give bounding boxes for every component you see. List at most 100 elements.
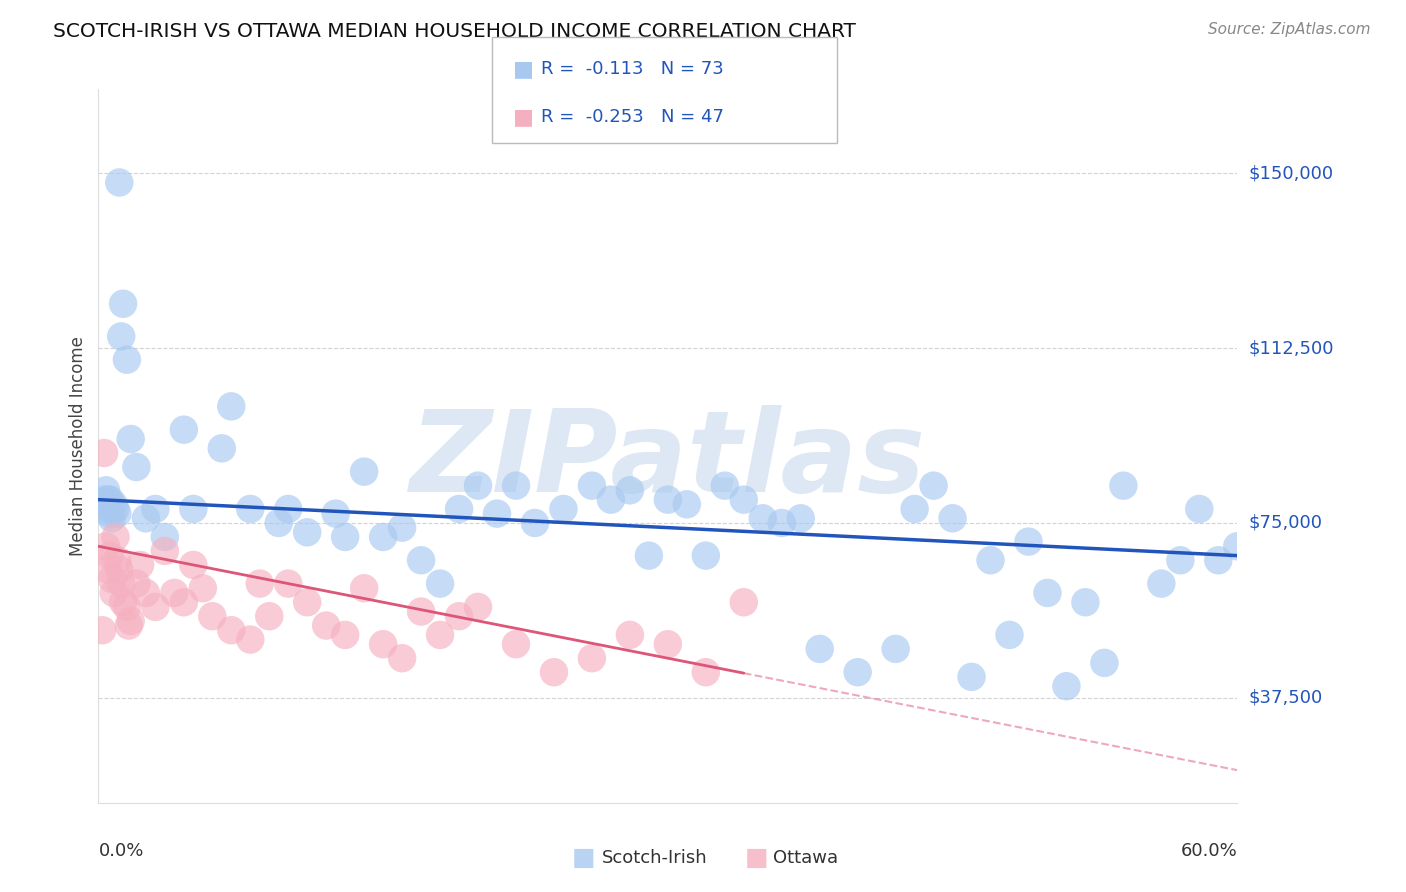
Point (353, 465, 375, 479)
Point (104, 502, 127, 516)
Point (714, 478, 737, 492)
Point (125, 576, 148, 591)
Point (391, 651, 413, 665)
Point (998, 628, 1021, 642)
Point (153, 544, 176, 558)
Y-axis label: Median Household Income: Median Household Income (69, 336, 87, 556)
Point (371, 637, 394, 651)
Point (411, 605, 433, 619)
Point (619, 628, 641, 642)
Text: ■: ■ (745, 847, 768, 870)
Point (120, 614, 142, 628)
Text: SCOTCH-IRISH VS OTTAWA MEDIAN HOUSEHOLD INCOME CORRELATION CHART: SCOTCH-IRISH VS OTTAWA MEDIAN HOUSEHOLD … (53, 22, 856, 41)
Point (335, 628, 357, 642)
Point (543, 665, 565, 680)
Point (371, 530, 394, 544)
Point (505, 478, 527, 492)
Point (979, 553, 1001, 567)
Point (733, 492, 755, 507)
Point (429, 628, 451, 642)
Point (112, 595, 135, 609)
Point (353, 581, 375, 595)
Point (97, 563, 120, 577)
Point (391, 521, 413, 535)
Point (429, 576, 451, 591)
Point (1150, 576, 1173, 591)
Point (1188, 502, 1211, 516)
Point (1018, 534, 1040, 549)
Point (553, 502, 575, 516)
Point (100, 511, 122, 525)
Point (808, 641, 831, 656)
Point (259, 609, 281, 624)
Point (676, 497, 699, 511)
Point (505, 637, 527, 651)
Point (97, 492, 120, 507)
Point (93, 446, 115, 460)
Point (249, 576, 271, 591)
Point (108, 176, 131, 190)
Point (942, 511, 965, 525)
Text: Ottawa: Ottawa (773, 849, 838, 867)
Point (173, 595, 195, 609)
Point (145, 599, 167, 614)
Point (94, 497, 117, 511)
Point (221, 624, 243, 638)
Text: Scotch-Irish: Scotch-Irish (602, 849, 707, 867)
Point (695, 665, 717, 680)
Point (183, 558, 205, 572)
Point (411, 553, 433, 567)
Point (524, 516, 547, 530)
Text: R =  -0.113   N = 73: R = -0.113 N = 73 (541, 60, 724, 78)
Text: $75,000: $75,000 (1249, 514, 1323, 532)
Text: ■: ■ (513, 59, 534, 78)
Point (277, 576, 299, 591)
Point (120, 432, 142, 446)
Point (1226, 539, 1249, 553)
Point (125, 460, 148, 475)
Point (638, 549, 661, 563)
Point (297, 595, 319, 609)
Point (97, 502, 120, 516)
Point (486, 507, 509, 521)
Point (1112, 478, 1135, 492)
Point (884, 641, 907, 656)
Point (267, 516, 290, 530)
Point (98, 507, 121, 521)
Point (619, 483, 641, 498)
Text: $112,500: $112,500 (1249, 339, 1334, 357)
Point (752, 511, 775, 525)
Point (239, 632, 262, 647)
Point (922, 478, 945, 492)
Point (191, 581, 214, 595)
Point (183, 502, 205, 516)
Point (129, 558, 152, 572)
Text: ZIPatlas: ZIPatlas (409, 405, 927, 516)
Point (581, 478, 603, 492)
Point (108, 563, 131, 577)
Text: $150,000: $150,000 (1249, 164, 1333, 182)
Point (93, 492, 115, 507)
Text: $37,500: $37,500 (1249, 689, 1323, 706)
Point (960, 670, 983, 684)
Point (107, 507, 129, 521)
Point (733, 595, 755, 609)
Point (98, 492, 121, 507)
Point (153, 530, 176, 544)
Text: ■: ■ (572, 847, 595, 870)
Point (103, 497, 125, 511)
Point (447, 609, 470, 624)
Point (94, 539, 117, 553)
Point (657, 637, 679, 651)
Point (163, 586, 186, 600)
Point (846, 665, 869, 680)
Point (790, 511, 813, 525)
Point (1208, 553, 1230, 567)
Point (98, 549, 121, 563)
Point (239, 502, 262, 516)
Point (135, 586, 157, 600)
Point (104, 530, 127, 544)
Point (467, 599, 489, 614)
Point (135, 511, 157, 525)
Point (770, 516, 793, 530)
